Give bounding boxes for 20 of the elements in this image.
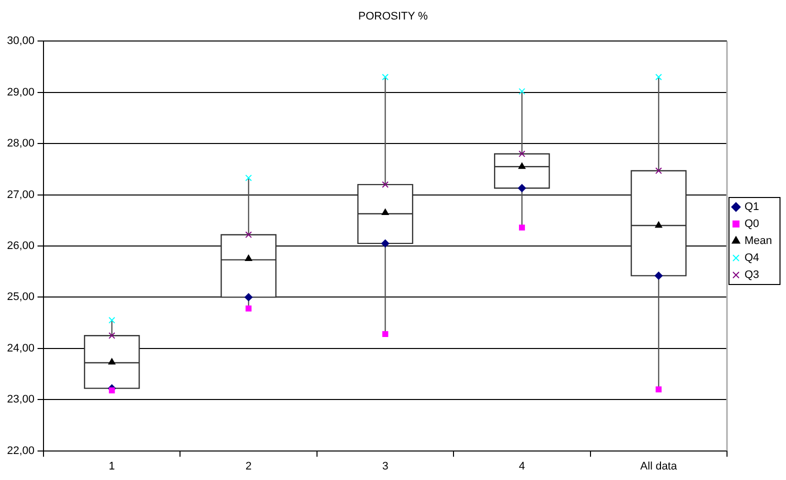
- y-tick-label: 26,00: [6, 240, 35, 252]
- y-tick-label: 22,00: [6, 444, 35, 457]
- y-tick-label: 27,00: [6, 188, 35, 201]
- x-tick-label: All data: [640, 460, 678, 472]
- y-tick-label: 29,00: [6, 86, 35, 98]
- legend-label: Q0: [744, 218, 760, 230]
- y-tick-label: 23,00: [6, 394, 35, 406]
- legend-label: Q1: [744, 201, 760, 214]
- chart-title: POROSITY %: [358, 10, 428, 23]
- legend-label: Q3: [744, 269, 760, 282]
- x-tick-label: 4: [518, 460, 526, 472]
- legend-label: Mean: [744, 235, 772, 248]
- y-tick-label: 25,00: [6, 291, 35, 304]
- x-tick-label: 1: [108, 460, 115, 472]
- x-tick-label: 3: [382, 460, 388, 472]
- y-tick-label: 24,00: [6, 342, 35, 354]
- y-tick-label: 28,00: [6, 138, 35, 150]
- x-tick-label: 2: [246, 460, 252, 472]
- legend-label: Q4: [744, 252, 760, 264]
- y-tick-label: 30,00: [6, 35, 35, 48]
